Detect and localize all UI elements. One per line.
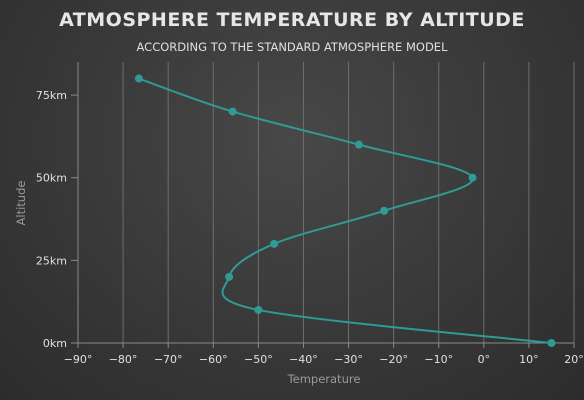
- x-tick-label: −60°: [199, 353, 228, 366]
- x-tick-label: −80°: [109, 353, 138, 366]
- data-point: [254, 305, 263, 314]
- data-point: [547, 339, 556, 347]
- x-tick-label: −70°: [154, 353, 183, 366]
- data-point: [228, 107, 237, 116]
- x-tick-label: −20°: [379, 353, 408, 366]
- y-tick-label: 0km: [43, 337, 67, 350]
- y-tick-label: 25km: [36, 254, 67, 267]
- y-axis-title: Altitude: [14, 181, 28, 226]
- x-axis-ticks: −90° −80° −70° −60° −50° −40° −30° −20° −10° 0° 10…: [64, 353, 584, 366]
- x-axis-title: Temperature: [287, 372, 361, 386]
- x-tick-label: −30°: [334, 353, 363, 366]
- series: [138, 77, 552, 344]
- x-tick-label: −50°: [244, 353, 273, 366]
- data-point: [134, 74, 143, 83]
- y-axis-ticks: 0km 25km 50km 75km: [36, 89, 67, 350]
- x-tick-label: −10°: [424, 353, 453, 366]
- data-point: [468, 173, 477, 182]
- x-tick-label: 10°: [519, 353, 539, 366]
- chart-subtitle: ACCORDING TO THE STANDARD ATMOSPHERE MOD…: [137, 40, 449, 54]
- x-tick-label: 0°: [478, 353, 491, 366]
- points: [134, 74, 556, 347]
- data-point: [354, 140, 363, 149]
- series-line: [138, 77, 552, 344]
- y-tick-label: 50km: [36, 172, 67, 185]
- chart-title: ATMOSPHERE TEMPERATURE BY ALTITUDE: [59, 9, 525, 31]
- x-tick-label: 20°: [564, 353, 584, 366]
- data-point: [380, 206, 389, 215]
- axes: [71, 62, 575, 348]
- x-tick-label: −90°: [64, 353, 93, 366]
- data-point: [225, 272, 234, 281]
- grid: [77, 62, 575, 343]
- y-tick-label: 75km: [36, 89, 67, 102]
- x-tick-label: −40°: [289, 353, 318, 366]
- data-point: [270, 239, 279, 248]
